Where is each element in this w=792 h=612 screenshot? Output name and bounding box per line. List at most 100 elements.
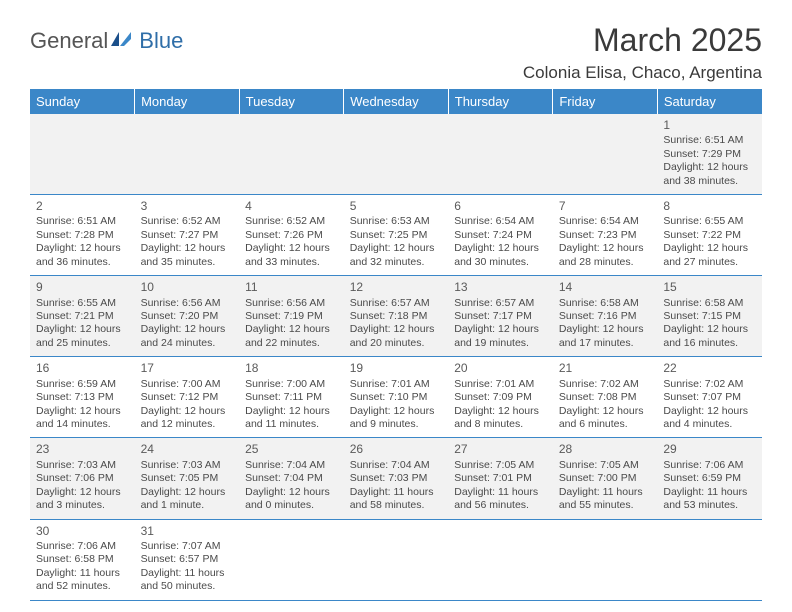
- day-info-line: and 6 minutes.: [559, 418, 652, 431]
- day-info-line: Daylight: 12 hours: [454, 242, 547, 255]
- calendar-day-cell: 8Sunrise: 6:55 AMSunset: 7:22 PMDaylight…: [657, 195, 762, 276]
- calendar-day-cell: 23 Sunrise: 7:03 AMSunset: 7:06 PMDayligh…: [30, 438, 135, 519]
- day-info-line: Sunrise: 7:02 AM: [559, 378, 652, 391]
- calendar-day-cell: [448, 114, 553, 195]
- calendar-week-row: 1Sunrise: 6:51 AMSunset: 7:29 PMDaylight…: [30, 114, 762, 195]
- day-number: 23: [36, 442, 129, 457]
- calendar-day-cell: 1Sunrise: 6:51 AMSunset: 7:29 PMDaylight…: [657, 114, 762, 195]
- day-info-line: and 55 minutes.: [559, 499, 652, 512]
- day-info-line: Sunset: 7:25 PM: [350, 229, 443, 242]
- day-info-line: Daylight: 12 hours: [36, 486, 129, 499]
- day-info-line: Sunset: 7:20 PM: [141, 310, 234, 323]
- day-info-line: Daylight: 12 hours: [350, 242, 443, 255]
- calendar-week-row: 9Sunrise: 6:55 AMSunset: 7:21 PMDaylight…: [30, 276, 762, 357]
- calendar-day-cell: 13Sunrise: 6:57 AMSunset: 7:17 PMDayligh…: [448, 276, 553, 357]
- weekday-header: Monday: [135, 89, 240, 114]
- weekday-header: Tuesday: [239, 89, 344, 114]
- day-info-line: Sunrise: 6:58 AM: [663, 297, 756, 310]
- day-number: 9: [36, 280, 129, 295]
- day-info-line: Daylight: 12 hours: [141, 323, 234, 336]
- day-info-line: Sunrise: 7:03 AM: [36, 459, 129, 472]
- calendar-day-cell: 12Sunrise: 6:57 AMSunset: 7:18 PMDayligh…: [344, 276, 449, 357]
- calendar-day-cell: 26Sunrise: 7:04 AMSunset: 7:03 PMDayligh…: [344, 438, 449, 519]
- calendar-day-cell: 22Sunrise: 7:02 AMSunset: 7:07 PMDayligh…: [657, 357, 762, 438]
- day-info-line: Sunset: 7:16 PM: [559, 310, 652, 323]
- day-number: 19: [350, 361, 443, 376]
- day-number: 26: [350, 442, 443, 457]
- day-number: 5: [350, 199, 443, 214]
- day-number: 13: [454, 280, 547, 295]
- day-info-line: Daylight: 12 hours: [663, 323, 756, 336]
- day-info-line: Sunset: 7:21 PM: [36, 310, 129, 323]
- day-info-line: Daylight: 12 hours: [141, 486, 234, 499]
- day-info-line: and 28 minutes.: [559, 256, 652, 269]
- day-info-line: Sunset: 7:03 PM: [350, 472, 443, 485]
- calendar-day-cell: [553, 114, 658, 195]
- weekday-header: Thursday: [448, 89, 553, 114]
- day-info-line: Sunrise: 6:57 AM: [454, 297, 547, 310]
- day-info-line: and 16 minutes.: [663, 337, 756, 350]
- day-info-line: Daylight: 12 hours: [350, 405, 443, 418]
- day-info-line: Sunset: 6:59 PM: [663, 472, 756, 485]
- calendar-day-cell: [30, 114, 135, 195]
- calendar-day-cell: 19Sunrise: 7:01 AMSunset: 7:10 PMDayligh…: [344, 357, 449, 438]
- day-info-line: Daylight: 12 hours: [245, 323, 338, 336]
- calendar-day-cell: [553, 519, 658, 600]
- day-info-line: and 4 minutes.: [663, 418, 756, 431]
- day-number: 8: [663, 199, 756, 214]
- day-info-line: Sunrise: 6:57 AM: [350, 297, 443, 310]
- day-info-line: Sunrise: 6:54 AM: [454, 215, 547, 228]
- day-info-line: and 11 minutes.: [245, 418, 338, 431]
- logo-flag-icon: [111, 30, 137, 53]
- day-number: 6: [454, 199, 547, 214]
- day-info-line: Sunrise: 6:52 AM: [245, 215, 338, 228]
- calendar-day-cell: 4Sunrise: 6:52 AMSunset: 7:26 PMDaylight…: [239, 195, 344, 276]
- weekday-header: Saturday: [657, 89, 762, 114]
- calendar-day-cell: 25Sunrise: 7:04 AMSunset: 7:04 PMDayligh…: [239, 438, 344, 519]
- calendar-day-cell: 15Sunrise: 6:58 AMSunset: 7:15 PMDayligh…: [657, 276, 762, 357]
- calendar-day-cell: 9Sunrise: 6:55 AMSunset: 7:21 PMDaylight…: [30, 276, 135, 357]
- day-info-line: Sunset: 7:00 PM: [559, 472, 652, 485]
- day-info-line: Sunset: 7:06 PM: [36, 472, 129, 485]
- day-info-line: Sunrise: 7:00 AM: [141, 378, 234, 391]
- day-number: 31: [141, 524, 234, 539]
- calendar-day-cell: 31Sunrise: 7:07 AMSunset: 6:57 PMDayligh…: [135, 519, 240, 600]
- day-info-line: Sunset: 7:10 PM: [350, 391, 443, 404]
- day-info-line: Sunset: 7:29 PM: [663, 148, 756, 161]
- title-block: March 2025 Colonia Elisa, Chaco, Argenti…: [523, 22, 762, 83]
- day-info-line: and 38 minutes.: [663, 175, 756, 188]
- day-number: 14: [559, 280, 652, 295]
- day-info-line: Sunset: 7:24 PM: [454, 229, 547, 242]
- calendar-day-cell: 29Sunrise: 7:06 AMSunset: 6:59 PMDayligh…: [657, 438, 762, 519]
- month-title: March 2025: [523, 22, 762, 59]
- calendar-day-cell: 2Sunrise: 6:51 AMSunset: 7:28 PMDaylight…: [30, 195, 135, 276]
- day-info-line: Sunset: 7:05 PM: [141, 472, 234, 485]
- day-number: 16: [36, 361, 129, 376]
- calendar-day-cell: 20Sunrise: 7:01 AMSunset: 7:09 PMDayligh…: [448, 357, 553, 438]
- day-info-line: Sunrise: 6:52 AM: [141, 215, 234, 228]
- day-info-line: Sunset: 7:09 PM: [454, 391, 547, 404]
- calendar-body: 1Sunrise: 6:51 AMSunset: 7:29 PMDaylight…: [30, 114, 762, 600]
- day-info-line: Sunrise: 7:01 AM: [454, 378, 547, 391]
- day-info-line: Daylight: 12 hours: [350, 323, 443, 336]
- calendar-day-cell: 10Sunrise: 6:56 AMSunset: 7:20 PMDayligh…: [135, 276, 240, 357]
- day-info-line: Sunrise: 6:54 AM: [559, 215, 652, 228]
- day-number: 20: [454, 361, 547, 376]
- day-number: 15: [663, 280, 756, 295]
- day-info-line: Daylight: 12 hours: [245, 405, 338, 418]
- calendar-day-cell: 14Sunrise: 6:58 AMSunset: 7:16 PMDayligh…: [553, 276, 658, 357]
- day-info-line: Sunrise: 6:59 AM: [36, 378, 129, 391]
- day-number: 7: [559, 199, 652, 214]
- calendar-day-cell: [344, 114, 449, 195]
- calendar-day-cell: 28Sunrise: 7:05 AMSunset: 7:00 PMDayligh…: [553, 438, 658, 519]
- day-info-line: Sunset: 7:12 PM: [141, 391, 234, 404]
- day-info-line: Daylight: 12 hours: [663, 242, 756, 255]
- day-info-line: Sunset: 6:58 PM: [36, 553, 129, 566]
- day-info-line: Daylight: 12 hours: [559, 242, 652, 255]
- day-info-line: Sunset: 7:07 PM: [663, 391, 756, 404]
- day-info-line: Daylight: 12 hours: [663, 405, 756, 418]
- day-info-line: Sunset: 7:04 PM: [245, 472, 338, 485]
- day-number: 18: [245, 361, 338, 376]
- day-info-line: Daylight: 12 hours: [559, 405, 652, 418]
- day-info-line: Sunset: 7:08 PM: [559, 391, 652, 404]
